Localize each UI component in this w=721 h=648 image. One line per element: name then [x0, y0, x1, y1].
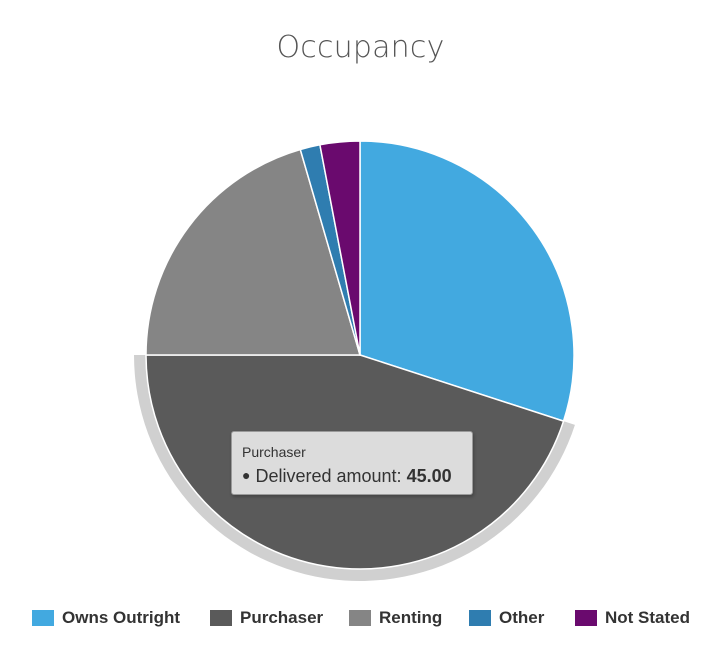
- chart-title: Occupancy: [276, 30, 445, 65]
- legend-label: Other: [499, 608, 545, 627]
- legend-swatch: [349, 610, 371, 626]
- tooltip-value: 45.00: [406, 466, 452, 486]
- tooltip-bullet-icon: ●: [242, 467, 251, 483]
- legend-label: Purchaser: [240, 608, 324, 627]
- legend-item-owns-outright[interactable]: Owns Outright: [32, 606, 180, 630]
- legend-item-renting[interactable]: Renting: [349, 606, 442, 630]
- pie-slice-owns-outright[interactable]: [359, 140, 575, 422]
- legend-swatch: [32, 610, 54, 626]
- legend: Owns Outright Purchaser Renting Other No…: [0, 606, 721, 632]
- tooltip-row: ● Delivered amount: 45.00: [242, 464, 462, 487]
- legend-swatch: [575, 610, 597, 626]
- legend-label: Owns Outright: [62, 608, 181, 627]
- legend-swatch: [469, 610, 491, 626]
- pie-slice-not-stated[interactable]: [319, 140, 361, 356]
- legend-item-other[interactable]: Other: [469, 606, 544, 630]
- legend-label: Not Stated: [605, 608, 690, 627]
- tooltip-series-label: Delivered amount:: [255, 466, 402, 486]
- tooltip: Purchaser ● Delivered amount: 45.00: [231, 431, 473, 495]
- pie-slice-renting[interactable]: [145, 148, 361, 356]
- legend-item-purchaser[interactable]: Purchaser: [210, 606, 323, 630]
- legend-swatch: [210, 610, 232, 626]
- legend-label: Renting: [379, 608, 443, 627]
- tooltip-title: Purchaser: [242, 444, 306, 460]
- legend-item-not-stated[interactable]: Not Stated: [575, 606, 690, 630]
